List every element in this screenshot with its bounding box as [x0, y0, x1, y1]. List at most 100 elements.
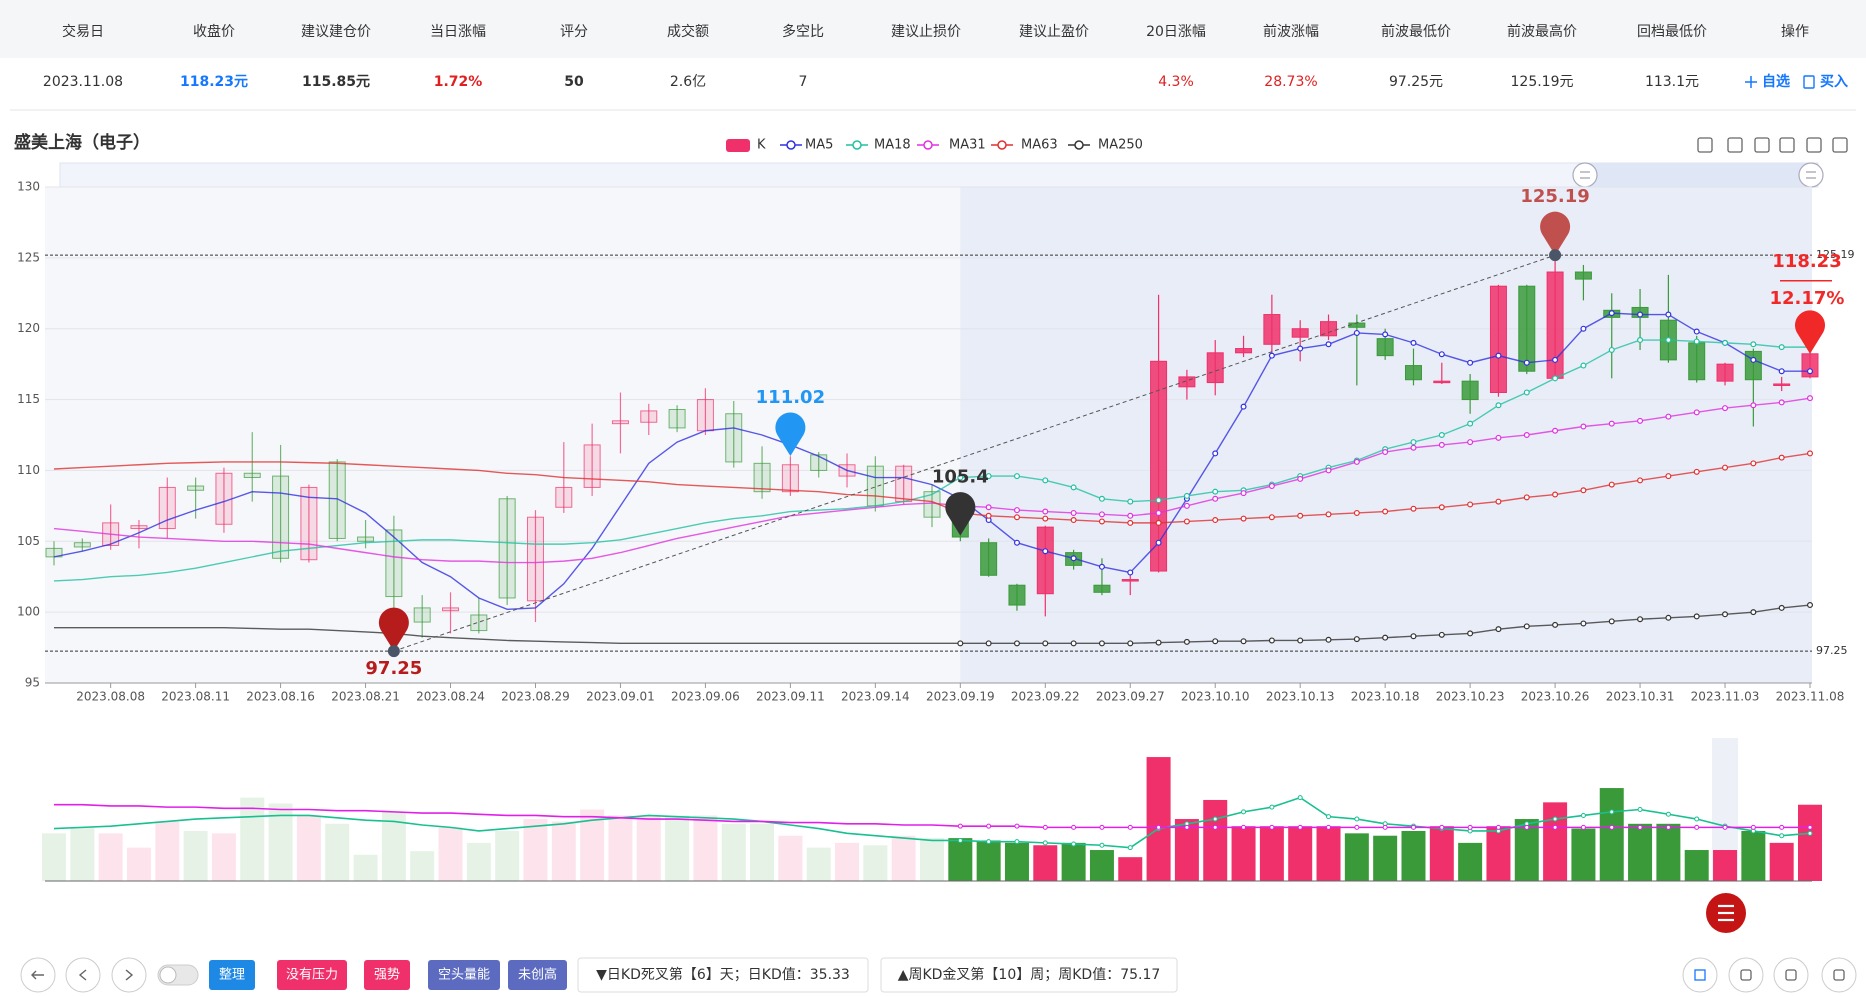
- legend-label[interactable]: K: [757, 138, 766, 153]
- ma-point: [1353, 458, 1360, 465]
- volume-ma-point: [1807, 830, 1813, 836]
- volume-bar: [296, 815, 321, 881]
- tool-button[interactable]: [1728, 957, 1764, 993]
- volume-bar: [976, 840, 1001, 881]
- volume-ma-point: [1326, 814, 1332, 820]
- x-tick-label: 2023.11.03: [1691, 690, 1760, 704]
- tag-label[interactable]: 空头量能: [438, 968, 490, 983]
- volume-bar: [240, 797, 265, 881]
- ma-point: [1382, 331, 1389, 338]
- tool-button[interactable]: [1682, 957, 1718, 993]
- marker-label: 105.4: [932, 467, 989, 488]
- ma-point: [1353, 509, 1360, 516]
- ma-point: [1467, 630, 1474, 637]
- volume-ma-point: [1326, 824, 1332, 830]
- legend-label[interactable]: MA18: [874, 138, 911, 153]
- volume-ma-line: [54, 803, 1810, 829]
- candle-body: [725, 413, 743, 463]
- tag-button[interactable]: [209, 960, 255, 990]
- action-link[interactable]: 买入: [1820, 74, 1848, 90]
- legend-label[interactable]: MA5: [805, 138, 833, 153]
- volume-bar: [1684, 850, 1709, 881]
- tag-button[interactable]: [277, 960, 347, 990]
- ma-point: [1806, 602, 1813, 609]
- icon-clipboard[interactable]: [1803, 75, 1815, 89]
- marker-pin: [1540, 211, 1571, 256]
- legend-icon: [852, 140, 862, 150]
- toolbox-icon[interactable]: [1806, 137, 1822, 153]
- table-header: 建议止盈价: [1019, 24, 1089, 40]
- volume-bar: [1231, 826, 1256, 881]
- ma-point: [1240, 638, 1247, 645]
- nav-button[interactable]: [65, 957, 101, 993]
- volume-bar: [438, 827, 463, 881]
- ma-point: [1127, 512, 1134, 519]
- tool-button[interactable]: [1773, 957, 1809, 993]
- candle-body: [1433, 380, 1451, 384]
- ma-point: [1212, 517, 1219, 524]
- ma-point: [1212, 638, 1219, 645]
- ma-point: [1042, 508, 1049, 515]
- volume-bar: [1373, 835, 1398, 881]
- volume-ma-point: [1552, 816, 1558, 822]
- volume-ma-point: [1609, 824, 1615, 830]
- navigator-handle[interactable]: [1572, 162, 1598, 188]
- ma-point: [1353, 329, 1360, 336]
- volume-ma-point: [1722, 824, 1728, 830]
- nav-button[interactable]: [111, 957, 147, 993]
- ma-point: [1382, 508, 1389, 515]
- legend-label[interactable]: MA31: [949, 138, 986, 153]
- candle-body: [1008, 584, 1026, 606]
- volume-bar: [98, 833, 123, 881]
- toolbox-icon[interactable]: [1754, 137, 1770, 153]
- toolbox-icon[interactable]: [1727, 137, 1743, 153]
- signal-box: [577, 957, 869, 993]
- toolbox-icon[interactable]: [1832, 137, 1848, 153]
- x-tick-label: 2023.08.24: [416, 690, 485, 704]
- ma-point: [1523, 432, 1530, 439]
- candle-body: [1518, 285, 1536, 372]
- y-tick-label: 100: [17, 605, 40, 619]
- volume-bar: [1543, 802, 1568, 881]
- ma-point: [1155, 539, 1162, 546]
- ma-point: [1382, 449, 1389, 456]
- candle-body: [753, 462, 771, 493]
- legend-label[interactable]: MA250: [1098, 138, 1143, 153]
- x-tick-label: 2023.10.13: [1266, 690, 1335, 704]
- volume-ma-point: [1014, 839, 1020, 845]
- tool-button[interactable]: [1821, 957, 1857, 993]
- ma-point: [1693, 328, 1700, 335]
- legend-icon: [923, 140, 933, 150]
- navigator-handle[interactable]: [1798, 162, 1824, 188]
- toolbox-icon[interactable]: [1697, 137, 1713, 153]
- legend-label[interactable]: MA63: [1021, 138, 1058, 153]
- volume-bar: [126, 847, 151, 881]
- tag-label[interactable]: 整理: [219, 968, 245, 983]
- tag-label[interactable]: 强势: [374, 967, 400, 983]
- marker-pin: [775, 412, 806, 456]
- table-header: 收盘价: [193, 23, 235, 40]
- action-link[interactable]: 自选: [1762, 73, 1790, 90]
- volume-bar: [806, 847, 831, 881]
- ma-point: [1552, 621, 1559, 628]
- volume-ma-point: [1212, 816, 1218, 822]
- volume-bar: [410, 851, 435, 881]
- tag-button[interactable]: [428, 960, 500, 990]
- candle-body: [1404, 365, 1422, 381]
- volume-ma-point: [1495, 824, 1501, 830]
- tag-button[interactable]: [364, 960, 410, 990]
- toolbox-icon[interactable]: [1779, 137, 1795, 153]
- ma-point: [1580, 423, 1587, 430]
- tag-label[interactable]: 未创高: [518, 967, 557, 983]
- candle-body: [272, 475, 290, 559]
- ma-point: [1722, 339, 1729, 346]
- tag-button[interactable]: [508, 960, 567, 990]
- tag-label[interactable]: 没有压力: [286, 968, 338, 983]
- volume-bar: [211, 833, 236, 881]
- volume-bar: [1089, 850, 1114, 881]
- volume-ma-point: [1382, 824, 1388, 830]
- ma-line: [53, 312, 1810, 611]
- ma-point: [1722, 611, 1729, 618]
- ma-point: [1467, 439, 1474, 446]
- x-tick-label: 2023.09.14: [841, 690, 910, 704]
